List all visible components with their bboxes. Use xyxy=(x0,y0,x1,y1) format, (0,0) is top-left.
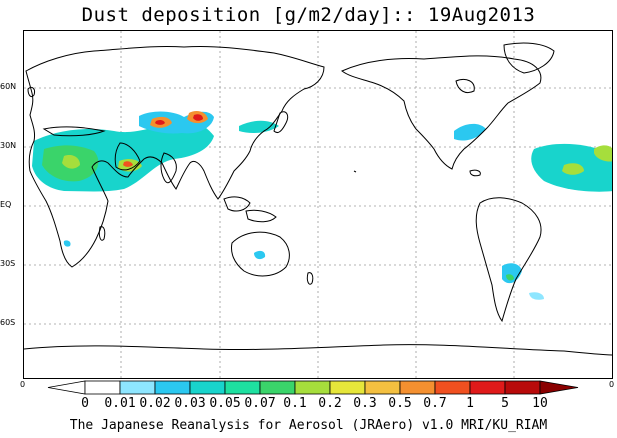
colorbar-swatch-12 xyxy=(469,380,506,395)
coast-madagascar xyxy=(98,226,106,241)
colorbar-swatch-11 xyxy=(434,380,471,395)
coast-mediterranean xyxy=(42,126,106,137)
coast-north-america xyxy=(341,55,542,170)
colorbar-swatch-3 xyxy=(154,380,191,395)
dust-spot-west-africa xyxy=(62,155,80,169)
lat-label-eq: EQ xyxy=(0,200,12,209)
dust-hotspot-taklimakan xyxy=(193,114,203,121)
coast-hawaii xyxy=(353,170,357,173)
colorbar-swatch-8 xyxy=(329,380,366,395)
dust-spot-south-africa xyxy=(63,240,71,247)
dust-spot-south-atlantic xyxy=(529,292,544,300)
lat-label-60s: 60S xyxy=(0,318,16,327)
colorbar-tick-label: 0.02 xyxy=(139,396,171,411)
colorbar-tick-label: 0 xyxy=(81,396,89,411)
colorbar-swatch-10 xyxy=(399,380,436,395)
colorbar-tick-label: 5 xyxy=(501,396,509,411)
dust-hotspot-arabia xyxy=(123,161,133,167)
colorbar-tick-label: 0.2 xyxy=(318,396,342,411)
dust-hotspot-iran xyxy=(155,119,165,125)
coast-greenland xyxy=(503,42,555,74)
colorbar-swatch-under xyxy=(47,380,86,395)
dust-region-east-asia xyxy=(239,120,279,134)
colorbar-swatch-4 xyxy=(189,380,226,395)
coast-new-guinea xyxy=(245,209,277,223)
colorbar-swatch-1 xyxy=(84,380,121,395)
coast-australia xyxy=(231,231,290,277)
coast-japan xyxy=(273,111,289,134)
dust-spot-east-atlantic xyxy=(594,145,612,162)
coast-caribbean xyxy=(469,169,481,177)
map-panel xyxy=(23,30,613,379)
lat-label-60n: 60N xyxy=(0,82,17,91)
colorbar-tick-label: 1 xyxy=(466,396,474,411)
map-title: Dust deposition [g/m2/day]:: 19Aug2013 xyxy=(81,4,536,26)
colorbar-swatch-2 xyxy=(119,380,156,395)
colorbar-swatch-7 xyxy=(294,380,331,395)
colorbar-tick-label: 0.01 xyxy=(104,396,136,411)
colorbar-swatch-9 xyxy=(364,380,401,395)
colorbar-tick-label: 0.7 xyxy=(423,396,447,411)
lat-label-30n: 30N xyxy=(0,141,17,150)
colorbar-swatch-6 xyxy=(259,380,296,395)
coast-antarctica xyxy=(24,344,612,356)
colorbar-tick-label: 0.05 xyxy=(209,396,241,411)
footer-credit: The Japanese Reanalysis for Aerosol (JRA… xyxy=(69,418,548,433)
coast-south-america xyxy=(475,197,542,323)
colorbar-tick-label: 0.5 xyxy=(388,396,412,411)
dust-region-north-america xyxy=(454,123,486,141)
lat-label-30s: 30S xyxy=(0,259,16,268)
coast-india xyxy=(160,152,177,184)
colorbar-swatch-13 xyxy=(504,380,541,395)
coast-arabia xyxy=(114,142,141,171)
colorbar-left-edge-label: 0 xyxy=(20,380,26,389)
coast-eurasia-africa xyxy=(25,45,325,268)
coast-hudson-bay xyxy=(455,78,475,94)
colorbar-tick-label: 0.1 xyxy=(283,396,307,411)
coastlines xyxy=(24,42,612,356)
colorbar-tick-label: 0.03 xyxy=(174,396,206,411)
colorbar-tick-label: 0.07 xyxy=(244,396,276,411)
colorbar-tick-label: 0.3 xyxy=(353,396,377,411)
dust-field xyxy=(32,111,612,300)
coast-british-isles xyxy=(27,86,35,98)
colorbar-swatch-over xyxy=(539,380,579,395)
colorbar-swatches xyxy=(47,380,579,395)
dust-spot-australia xyxy=(254,250,266,260)
dust-spot-atlantic xyxy=(562,163,584,175)
colorbar-tick-label: 10 xyxy=(532,396,548,411)
coast-borneo xyxy=(223,196,251,212)
coast-new-zealand xyxy=(306,272,314,285)
colorbar-right-edge-label: 0 xyxy=(609,380,615,389)
colorbar-swatch-5 xyxy=(224,380,261,395)
dust-spot-patagonia xyxy=(506,274,514,281)
dust-deposition-map xyxy=(24,31,612,378)
